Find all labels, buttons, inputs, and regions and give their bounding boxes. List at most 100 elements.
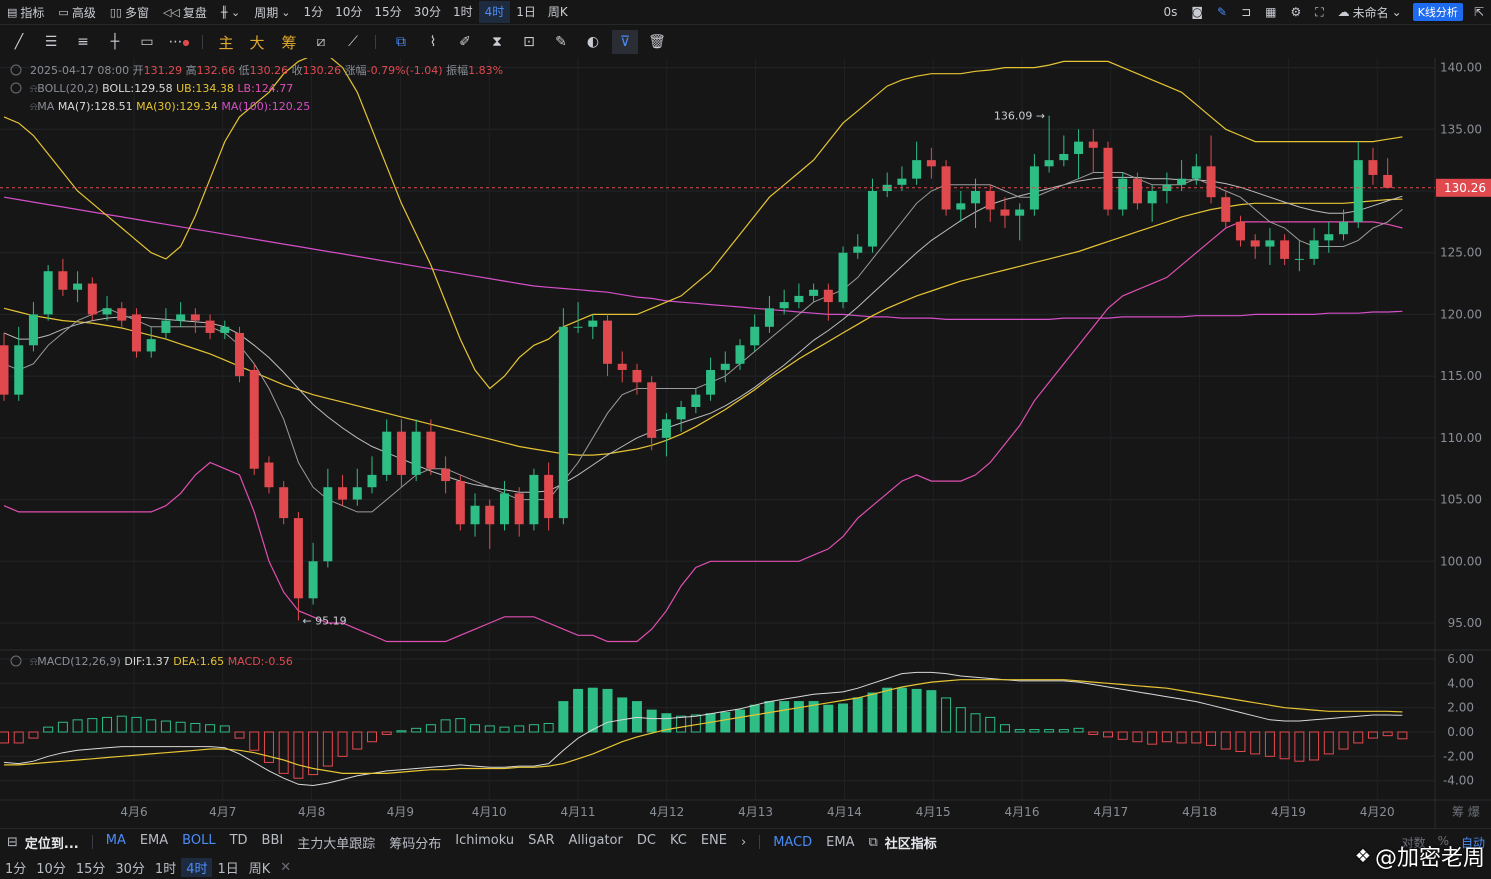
trash-icon[interactable]: 🗑 — [648, 34, 666, 50]
period-item-7[interactable]: 周K — [248, 862, 271, 877]
candle-tool-icon[interactable]: ⧗ — [492, 34, 502, 50]
rectangle-tool-icon[interactable]: ▭ — [140, 34, 154, 50]
kline-analysis-button[interactable]: K线分析 — [1412, 3, 1463, 21]
sub-indicator-0[interactable]: MACD — [773, 834, 813, 850]
hide-tool-icon[interactable]: ◐ — [586, 34, 600, 50]
period-tab-5[interactable]: 4时 — [478, 1, 511, 23]
candle-body — [750, 326, 760, 346]
multiwindow-button[interactable]: ▯▯ 多窗 — [109, 5, 149, 20]
period-tab-4[interactable]: 1时 — [452, 5, 473, 19]
parallel-lines-tool-icon[interactable]: ☰ — [44, 34, 58, 50]
candle — [264, 456, 274, 494]
period-tab-6[interactable]: 1日 — [516, 5, 536, 19]
candle-body — [1324, 234, 1334, 241]
cloud-save-button[interactable]: ☁ 未命名 ⌄ — [1337, 5, 1402, 20]
main-indicator-8[interactable]: SAR — [528, 832, 555, 848]
macd-bar — [322, 731, 333, 767]
main-indicator-0[interactable]: MA — [105, 832, 126, 848]
period-tab-1[interactable]: 10分 — [335, 5, 363, 19]
measure-tool-icon[interactable]: ⟋ — [348, 34, 358, 50]
pen-icon[interactable]: ✎ — [1217, 5, 1228, 19]
template-icon[interactable]: ▦ — [1265, 5, 1277, 19]
settings-icon[interactable]: ⚙ — [1290, 5, 1302, 19]
formula-tool-icon[interactable]: ⧄ — [316, 34, 326, 50]
period-tab-7[interactable]: 周K — [547, 5, 568, 19]
main-indicator-5[interactable]: 主力大单跟踪 — [297, 836, 376, 852]
locate-button[interactable]: 定位到... — [24, 836, 79, 852]
auto-scale-option[interactable]: 自动 — [1460, 835, 1485, 850]
price-chart[interactable]: 140.00135.00130.00125.00120.00115.00110.… — [0, 58, 1491, 828]
candle-body — [897, 178, 907, 185]
macd-bar — [1397, 731, 1408, 740]
main-indicator-11[interactable]: KC — [669, 832, 687, 848]
bell-icon: ⍾ — [30, 655, 37, 668]
macd-label: MACD(12,26,9) — [37, 655, 124, 668]
period-tab-2[interactable]: 15分 — [374, 5, 402, 19]
period-item-4[interactable]: 1时 — [154, 862, 177, 877]
sub-indicator-1[interactable]: EMA — [826, 834, 855, 850]
main-indicator-1[interactable]: EMA — [139, 832, 169, 848]
macd-tick-label: 2.00 — [1447, 701, 1474, 715]
candle-body — [73, 283, 83, 290]
community-indicator-button[interactable]: 社区指标 — [884, 836, 937, 852]
main-indicator-10[interactable]: DC — [636, 832, 656, 848]
chip-tool[interactable]: 筹 — [281, 33, 297, 52]
layout-icon[interactable]: ⊐ — [1241, 5, 1252, 19]
price-tick-label: 105.00 — [1440, 493, 1482, 507]
period-item-2[interactable]: 15分 — [75, 862, 106, 877]
main-indicator-3[interactable]: TD — [229, 832, 248, 848]
cross-line-tool-icon[interactable]: ┼ — [110, 34, 120, 50]
period-tab-3[interactable]: 30分 — [413, 5, 441, 19]
chevron-right-icon[interactable]: › — [741, 834, 747, 850]
period-item-5[interactable]: 4时 — [181, 858, 213, 877]
period-menu-button[interactable]: 周期 ⌄ — [254, 5, 291, 20]
macd-bar — [1235, 731, 1246, 752]
camera-icon[interactable]: ◙ — [1191, 5, 1203, 19]
magnet-tool-icon[interactable]: ⧉ — [396, 34, 406, 50]
trendline-tool-icon[interactable]: ╱ — [14, 34, 24, 50]
candle — [1118, 172, 1128, 216]
period-item-6[interactable]: 1日 — [217, 862, 239, 877]
ruler-tool-icon[interactable]: ⌇ — [429, 34, 437, 50]
period-item-3[interactable]: 30分 — [115, 862, 145, 877]
period-item-0[interactable]: 1分 — [5, 862, 27, 877]
dea-value: DEA:1.65 — [173, 655, 227, 668]
main-indicator-4[interactable]: BBI — [261, 832, 284, 848]
period-tab-0[interactable]: 1分 — [303, 5, 324, 19]
candle-body — [838, 252, 848, 303]
log-scale-option[interactable]: 对数 — [1401, 835, 1426, 850]
candle-type-button[interactable]: ╫ ⌄ — [214, 0, 247, 24]
macd-bar — [72, 719, 83, 733]
period-item-1[interactable]: 10分 — [36, 862, 66, 877]
big-order-tool[interactable]: 大 — [249, 33, 265, 52]
main-indicator-2[interactable]: BOLL — [182, 832, 216, 848]
candle — [706, 357, 716, 401]
macd-bar — [249, 731, 260, 751]
share-icon[interactable]: ⇱ — [1473, 5, 1484, 19]
replay-button[interactable]: ◁◁ 复盘 — [162, 5, 207, 20]
percent-scale-option[interactable]: % — [1437, 833, 1449, 848]
note-tool-icon[interactable]: ✎ — [555, 34, 567, 50]
main-force-tool[interactable]: 主 — [218, 33, 234, 52]
more-tools-icon[interactable]: ⋯ ● — [168, 34, 190, 50]
indicator-bar: ⊟ 定位到... MA EMA BOLL TD BBI 主力大单跟踪 筹码分布 Ichimok… — [0, 828, 1491, 855]
filter-tool-icon[interactable]: ⊽ — [612, 30, 638, 54]
main-indicator-6[interactable]: 筹码分布 — [389, 836, 442, 852]
candle — [1339, 209, 1349, 241]
main-indicator-7[interactable]: Ichimoku — [455, 832, 515, 848]
candle-body — [455, 481, 465, 525]
fullscreen-icon[interactable]: ⛶ — [1315, 4, 1324, 19]
horizontal-lines-tool-icon[interactable]: ≡ — [77, 34, 89, 50]
close-icon[interactable]: ✕ — [280, 860, 292, 875]
candle-body — [235, 332, 245, 377]
main-indicator-9[interactable]: Alligator — [568, 832, 623, 848]
indicator-button[interactable]: ▤ 指标 — [7, 5, 45, 20]
brush-tool-icon[interactable]: ✐ — [459, 34, 471, 50]
advanced-button[interactable]: ▭ 高级 — [58, 5, 96, 20]
macd-bar — [425, 724, 436, 733]
macd-bar-fill — [558, 701, 568, 732]
candle-body — [264, 462, 274, 488]
candle — [1235, 215, 1245, 247]
lock-tool-icon[interactable]: ⊡ — [523, 34, 535, 50]
main-indicator-12[interactable]: ENE — [700, 832, 727, 848]
